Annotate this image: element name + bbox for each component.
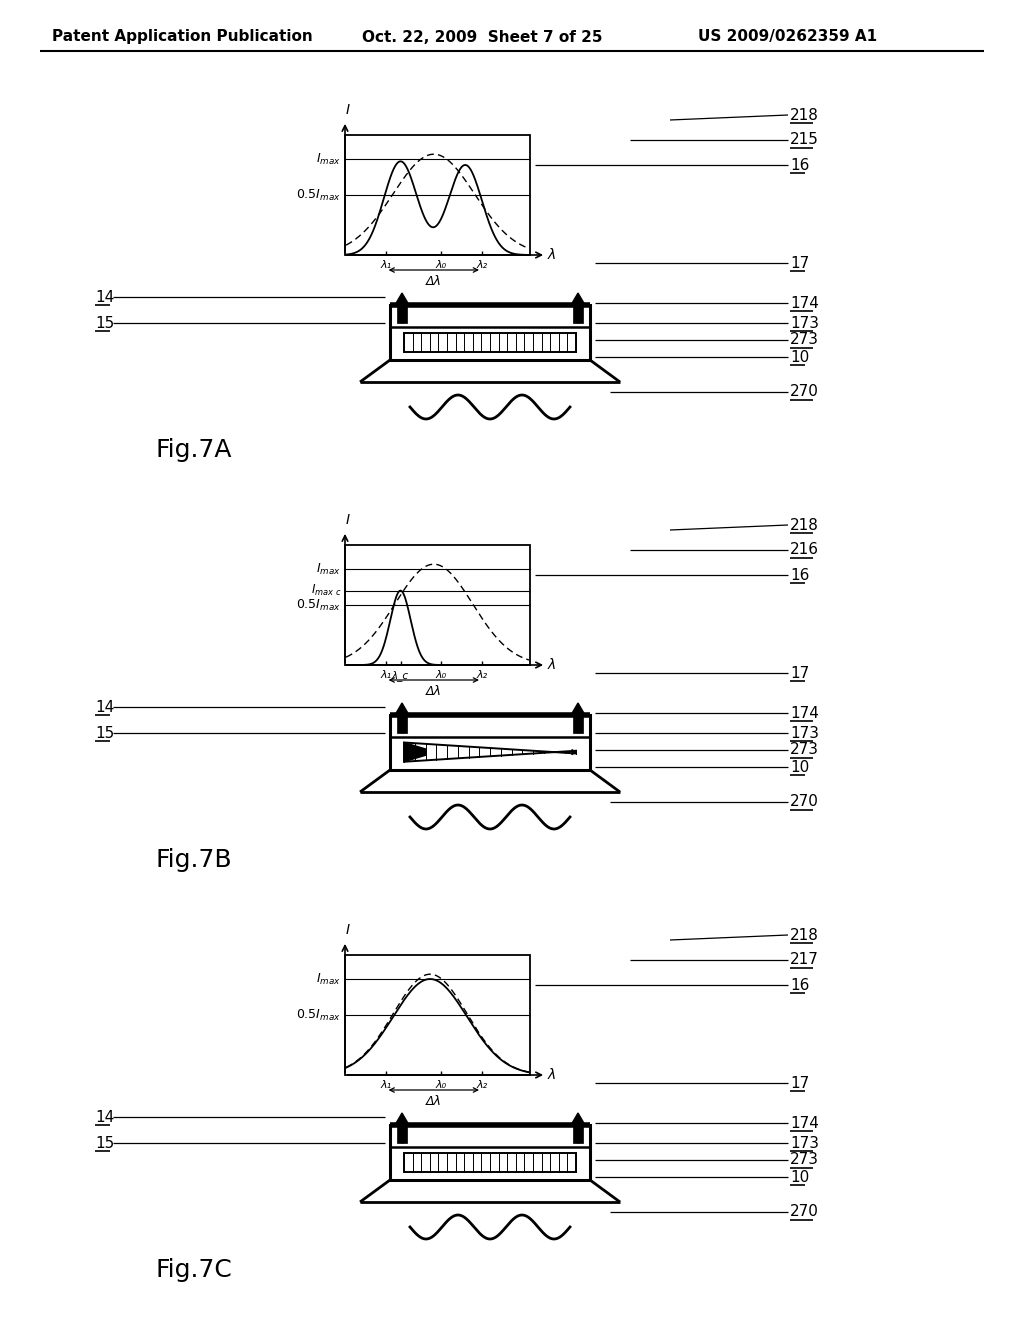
Text: I: I [346,103,350,117]
Text: 16: 16 [790,568,809,582]
Text: 10: 10 [790,350,809,364]
Text: λ₂: λ₂ [476,1080,487,1090]
Text: 270: 270 [790,1204,819,1220]
Bar [397,715,407,733]
Text: 173: 173 [790,726,819,741]
Bar [404,333,575,351]
Text: $I_{max\ c}$: $I_{max\ c}$ [310,583,341,598]
Text: Oct. 22, 2009  Sheet 7 of 25: Oct. 22, 2009 Sheet 7 of 25 [362,29,602,45]
Text: 16: 16 [790,157,809,173]
Text: 217: 217 [790,953,819,968]
Text: Patent Application Publication: Patent Application Publication [52,29,312,45]
Text: 17: 17 [790,256,809,271]
Text: 14: 14 [95,1110,115,1125]
Text: λ₀: λ₀ [435,1080,446,1090]
Bar [397,305,407,323]
Text: λ: λ [548,657,556,672]
Text: 174: 174 [790,705,819,721]
Text: I: I [346,923,350,937]
Text: λ₁: λ₁ [380,1080,391,1090]
Bar [573,305,583,323]
Text: λ₀: λ₀ [435,671,446,680]
Text: $0.5I_{max}$: $0.5I_{max}$ [296,1007,341,1023]
Text: 270: 270 [790,795,819,809]
Text: 216: 216 [790,543,819,557]
Text: Δλ: Δλ [426,275,441,288]
Bar [390,715,590,770]
Text: 14: 14 [95,289,115,305]
Text: 14: 14 [95,700,115,714]
Text: λ: λ [548,248,556,261]
Text: $0.5I_{max}$: $0.5I_{max}$ [296,187,341,202]
Polygon shape [571,1113,585,1125]
Bar [390,305,590,360]
Text: 218: 218 [790,928,819,942]
Text: I: I [346,513,350,527]
Text: Fig.7A: Fig.7A [155,438,231,462]
Text: Δλ: Δλ [426,1096,441,1107]
Text: 15: 15 [95,1135,115,1151]
Bar [404,1152,575,1172]
Text: 218: 218 [790,517,819,532]
Polygon shape [404,742,575,762]
Text: 17: 17 [790,665,809,681]
Text: Fig.7C: Fig.7C [155,1258,231,1282]
Text: US 2009/0262359 A1: US 2009/0262359 A1 [698,29,878,45]
Text: $I_{max}$: $I_{max}$ [316,972,341,986]
Polygon shape [395,293,409,305]
Text: Δλ: Δλ [426,685,441,698]
Text: 273: 273 [790,1152,819,1167]
Text: λ: λ [548,1068,556,1082]
Text: $I_{max}$: $I_{max}$ [316,152,341,166]
Polygon shape [571,704,585,715]
Text: λ₂: λ₂ [476,260,487,271]
Text: λ₁: λ₁ [380,260,391,271]
Polygon shape [395,704,409,715]
Polygon shape [395,1113,409,1125]
Text: 17: 17 [790,1076,809,1090]
Text: 173: 173 [790,315,819,330]
Bar [573,1125,583,1143]
Text: 273: 273 [790,333,819,347]
Text: λ₂: λ₂ [476,671,487,680]
Text: 16: 16 [790,978,809,993]
Text: λ₀: λ₀ [435,260,446,271]
Polygon shape [572,750,575,755]
Text: 270: 270 [790,384,819,400]
Text: 215: 215 [790,132,819,148]
Text: 174: 174 [790,296,819,310]
Bar [345,135,530,255]
Bar [345,954,530,1074]
Text: 273: 273 [790,742,819,758]
Text: 174: 174 [790,1115,819,1130]
Text: 15: 15 [95,726,115,741]
Bar [345,545,530,665]
Polygon shape [404,742,426,762]
Text: 10: 10 [790,1170,809,1184]
Text: λ₁: λ₁ [380,671,391,680]
Bar [573,715,583,733]
Text: λ_c: λ_c [392,671,409,681]
Text: $0.5I_{max}$: $0.5I_{max}$ [296,598,341,612]
Polygon shape [571,293,585,305]
Bar [397,1125,407,1143]
Text: $I_{max}$: $I_{max}$ [316,561,341,577]
Text: 173: 173 [790,1135,819,1151]
Text: 218: 218 [790,107,819,123]
Text: Fig.7B: Fig.7B [155,847,231,873]
Text: 15: 15 [95,315,115,330]
Text: 10: 10 [790,759,809,775]
Bar [390,1125,590,1180]
